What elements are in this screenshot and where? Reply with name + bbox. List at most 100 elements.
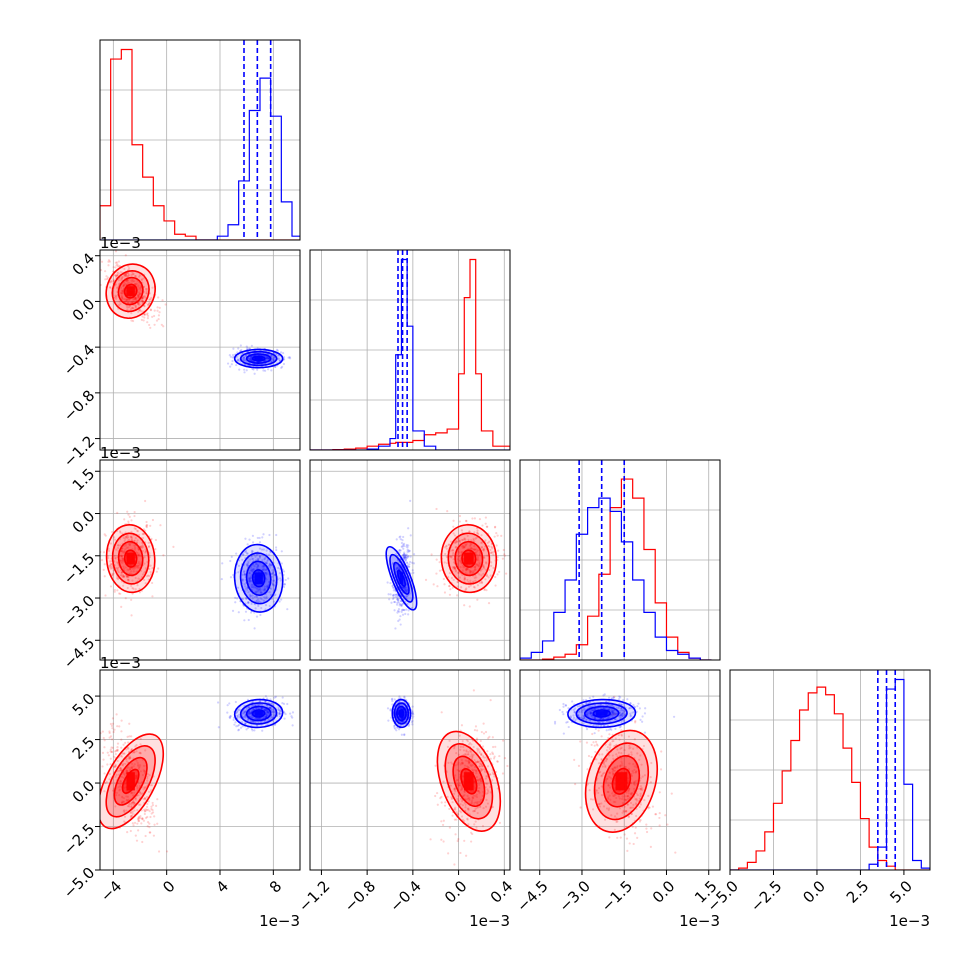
scatter-point [114, 752, 117, 756]
scatter-point [256, 557, 259, 560]
scatter-point [272, 358, 275, 362]
scatter-point [237, 571, 240, 574]
scatter-point [448, 543, 451, 547]
scatter-point [401, 608, 404, 611]
scatter-point [475, 737, 479, 740]
scatter-panel-2-0: −4.5−3.0−1.50.01.51e−3 [60, 444, 301, 672]
scatter-point [94, 550, 96, 552]
scatter-point [134, 275, 137, 278]
scatter-point [234, 601, 237, 604]
scatter-point [143, 786, 146, 789]
scatter-point [513, 775, 515, 777]
scatter-point [129, 829, 132, 833]
scatter-point [120, 554, 123, 557]
scatter-point [469, 571, 472, 574]
scatter-point [263, 720, 267, 723]
scatter-point [399, 549, 402, 552]
scatter-point [264, 700, 267, 703]
scatter-point [498, 821, 502, 824]
scatter-point [149, 326, 152, 329]
scatter-point [138, 292, 141, 295]
scatter-point [228, 702, 231, 705]
scatter-point [401, 545, 404, 548]
scatter-point [278, 600, 281, 603]
scatter-point [465, 568, 468, 571]
scatter-point [252, 567, 255, 571]
scatter-point [395, 593, 398, 596]
scatter-point [249, 355, 253, 359]
scatter-point [448, 571, 451, 575]
scatter-point [108, 564, 111, 567]
scatter-point [119, 561, 122, 564]
scatter-point [134, 775, 138, 778]
scatter-point [473, 548, 476, 551]
scatter-point [118, 530, 122, 533]
scatter-point [477, 532, 480, 536]
scatter-point [502, 739, 505, 742]
scatter-point [463, 839, 466, 842]
scatter-point [147, 545, 151, 549]
scatter-point [125, 809, 128, 812]
scatter-point [248, 577, 251, 580]
scatter-point [255, 587, 259, 590]
scatter-point [463, 578, 466, 581]
scatter-point [397, 599, 400, 602]
scatter-point [114, 775, 117, 778]
scatter-point [142, 536, 145, 540]
scatter-point [127, 766, 130, 769]
scatter-point [501, 772, 505, 775]
scatter-point [133, 539, 136, 542]
scatter-point [151, 811, 155, 814]
scatter-point [242, 553, 245, 556]
scatter-point [470, 539, 473, 542]
scatter-point [130, 279, 133, 282]
scatter-point [136, 564, 140, 568]
scatter-point [248, 593, 252, 596]
scatter-point [143, 810, 146, 813]
scatter-point [126, 281, 129, 285]
scatter-point [115, 713, 118, 716]
scatter-point [145, 526, 148, 529]
scatter-point [286, 608, 289, 611]
scatter-point [456, 594, 459, 597]
scatter-point [485, 562, 488, 565]
scatter-point [249, 575, 252, 578]
scatter-point [100, 559, 104, 562]
histogram-series-red [520, 478, 712, 660]
scatter-point [631, 825, 634, 828]
scatter-point [264, 695, 268, 698]
scatter-point [113, 588, 116, 592]
scatter-point [112, 280, 115, 283]
scatter-point [141, 300, 145, 303]
scatter-point [249, 356, 253, 359]
scatter-point [131, 812, 134, 815]
density-peak [464, 552, 474, 565]
scatter-point [462, 538, 465, 542]
scatter-point [264, 562, 268, 565]
scatter-point [97, 250, 99, 252]
scatter-point [274, 695, 278, 698]
scatter-point [103, 790, 106, 793]
scatter-point [119, 531, 122, 534]
scatter-point [448, 807, 451, 811]
scatter-point [137, 310, 140, 314]
scatter-point [464, 569, 468, 572]
scatter-point [123, 752, 126, 755]
scatter-point [258, 536, 261, 540]
scatter-point [403, 552, 406, 556]
scatter-point [251, 569, 254, 572]
scatter-point [123, 820, 126, 823]
scatter-point [151, 581, 154, 585]
scatter-point [139, 770, 142, 773]
scatter-point [141, 773, 144, 777]
scatter-point [117, 544, 120, 547]
scatter-point [402, 535, 405, 539]
scatter-point [464, 519, 468, 522]
scatter-point [237, 564, 241, 568]
scatter-point [111, 727, 114, 730]
scatter-point [473, 586, 476, 589]
scatter-point [463, 538, 466, 541]
scatter-point [108, 260, 112, 263]
scatter-point [121, 290, 125, 293]
scatter-point [443, 583, 446, 586]
